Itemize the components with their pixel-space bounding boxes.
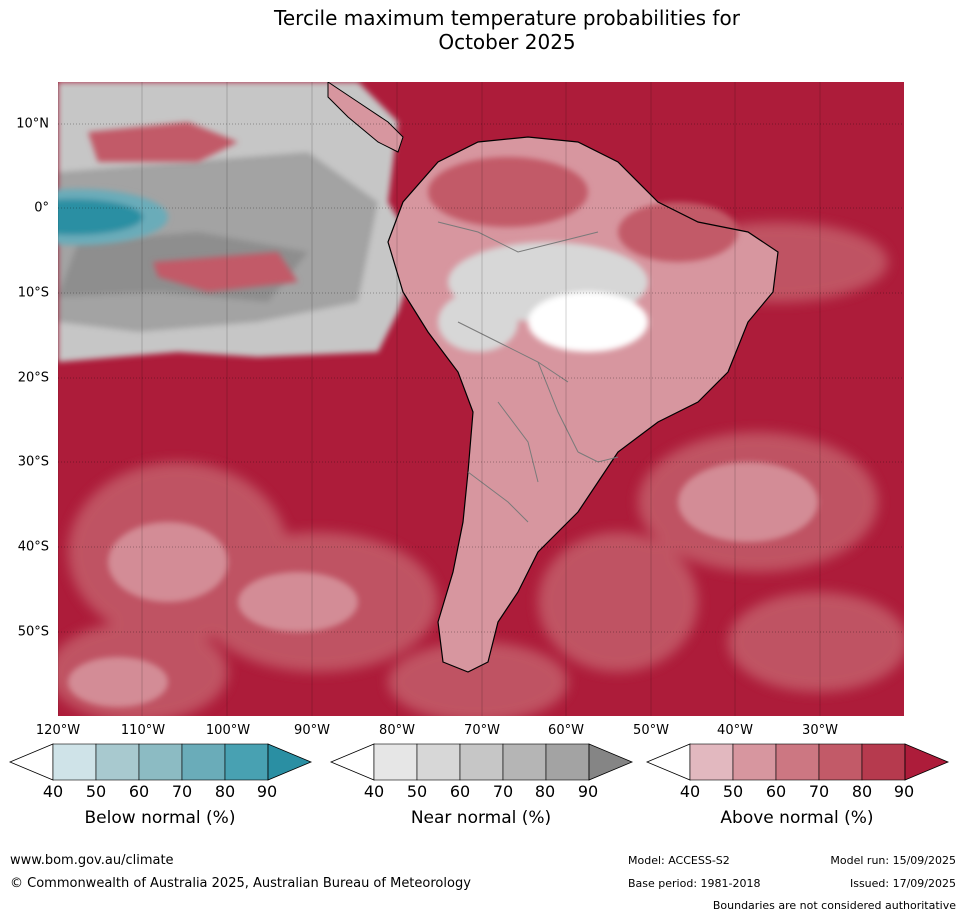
colorbar-above-bin-3 bbox=[818, 743, 863, 781]
near-tick-40: 40 bbox=[363, 782, 385, 801]
colorbar-above-high-arrow bbox=[904, 743, 950, 781]
lon-label-60w: 60°W bbox=[548, 723, 584, 738]
colorbar-above-bin-2 bbox=[775, 743, 820, 781]
northern-sa-above bbox=[428, 157, 738, 262]
lat-label-40s: 40°S bbox=[17, 539, 49, 555]
lon-label-110w: 110°W bbox=[120, 723, 166, 738]
colorbar-near-bin-1 bbox=[416, 743, 461, 781]
colorbar-above-bin-0 bbox=[689, 743, 734, 781]
colorbar-below-normal-svg bbox=[8, 743, 313, 781]
lon-label-90w: 90°W bbox=[294, 723, 330, 738]
lon-label-100w: 100°W bbox=[205, 723, 251, 738]
colorbar-near-bin-2 bbox=[459, 743, 504, 781]
central-america bbox=[327, 82, 404, 153]
below-tick-40: 40 bbox=[42, 782, 64, 801]
colorbar-near-high-arrow bbox=[588, 743, 634, 781]
above-tick-70: 70 bbox=[808, 782, 830, 801]
colorbar-near-low-arrow bbox=[329, 743, 375, 781]
colorbar-near-normal-svg bbox=[329, 743, 634, 781]
above-tick-50: 50 bbox=[722, 782, 744, 801]
colorbar-below-high-arrow bbox=[267, 743, 313, 781]
lat-label-20s: 20°S bbox=[17, 370, 49, 386]
amazon-near-normal bbox=[438, 242, 648, 352]
footer-website: www.bom.gov.au/climate bbox=[10, 853, 174, 868]
footer-copyright: © Commonwealth of Australia 2025, Austra… bbox=[10, 876, 471, 891]
title-line-2: October 2025 bbox=[438, 30, 576, 54]
footer-model-run: Model run: 15/09/2025 bbox=[830, 854, 956, 867]
footer-base-period: Base period: 1981-2018 bbox=[628, 877, 761, 890]
colorbar-below-bin-0 bbox=[52, 743, 97, 781]
colorbar-above-bin-4 bbox=[861, 743, 906, 781]
lon-label-30w: 30°W bbox=[802, 723, 838, 738]
lat-label-10n: 10°N bbox=[16, 116, 49, 132]
footer-boundaries: Boundaries are not considered authoritat… bbox=[712, 899, 956, 912]
colorbar-below-bin-4 bbox=[224, 743, 269, 781]
colorbar-near-bin-4 bbox=[545, 743, 590, 781]
colorbar-near-bin-0 bbox=[373, 743, 418, 781]
meridians bbox=[58, 82, 821, 716]
near-tick-50: 50 bbox=[406, 782, 428, 801]
colorbar-below-bin-2 bbox=[138, 743, 183, 781]
near-tick-60: 60 bbox=[449, 782, 471, 801]
colorbar-near-bin-3 bbox=[502, 743, 547, 781]
colorbar-above-normal-svg bbox=[645, 743, 950, 781]
coastline bbox=[387, 136, 779, 673]
red-tongues bbox=[88, 122, 298, 292]
colorbar-below-low-arrow bbox=[8, 743, 54, 781]
above-tick-40: 40 bbox=[679, 782, 701, 801]
map-panel bbox=[58, 82, 904, 716]
above-tick-60: 60 bbox=[765, 782, 787, 801]
lat-label-0: 0° bbox=[34, 200, 49, 216]
probability-map bbox=[58, 82, 904, 716]
colorbar-above-low-arrow bbox=[645, 743, 691, 781]
near-tick-70: 70 bbox=[492, 782, 514, 801]
colorbar-above-title: Above normal (%) bbox=[720, 808, 874, 828]
below-tick-70: 70 bbox=[171, 782, 193, 801]
lat-label-50s: 50°S bbox=[17, 624, 49, 640]
lat-label-10s: 10°S bbox=[17, 285, 49, 301]
chart-title: Tercile maximum temperature probabilitie… bbox=[0, 6, 965, 54]
colorbar-below-title: Below normal (%) bbox=[84, 808, 236, 828]
below-tick-50: 50 bbox=[85, 782, 107, 801]
graticule bbox=[58, 123, 904, 633]
above-tick-80: 80 bbox=[851, 782, 873, 801]
near-tick-80: 80 bbox=[534, 782, 556, 801]
colorbar-near-title: Near normal (%) bbox=[410, 808, 552, 828]
colorbar-above-normal bbox=[645, 743, 950, 781]
lat-label-30s: 30°S bbox=[17, 454, 49, 470]
footer-model: Model: ACCESS-S2 bbox=[628, 854, 730, 867]
lon-label-40w: 40°W bbox=[717, 723, 753, 738]
colorbar-above-bin-1 bbox=[732, 743, 777, 781]
below-tick-90: 90 bbox=[256, 782, 278, 801]
lon-label-120w: 120°W bbox=[35, 723, 81, 738]
title-line-1: Tercile maximum temperature probabilitie… bbox=[274, 6, 740, 30]
country-borders bbox=[437, 221, 619, 523]
below-tick-60: 60 bbox=[128, 782, 150, 801]
near-tick-90: 90 bbox=[577, 782, 599, 801]
lon-label-80w: 80°W bbox=[379, 723, 415, 738]
lon-label-70w: 70°W bbox=[464, 723, 500, 738]
footer-issued: Issued: 17/09/2025 bbox=[849, 877, 956, 890]
lon-label-50w: 50°W bbox=[633, 723, 669, 738]
colorbar-near-normal bbox=[329, 743, 634, 781]
colorbar-below-normal bbox=[8, 743, 313, 781]
above-tick-90: 90 bbox=[893, 782, 915, 801]
below-tick-80: 80 bbox=[214, 782, 236, 801]
colorbar-below-bin-3 bbox=[181, 743, 226, 781]
colorbar-below-bin-1 bbox=[95, 743, 140, 781]
